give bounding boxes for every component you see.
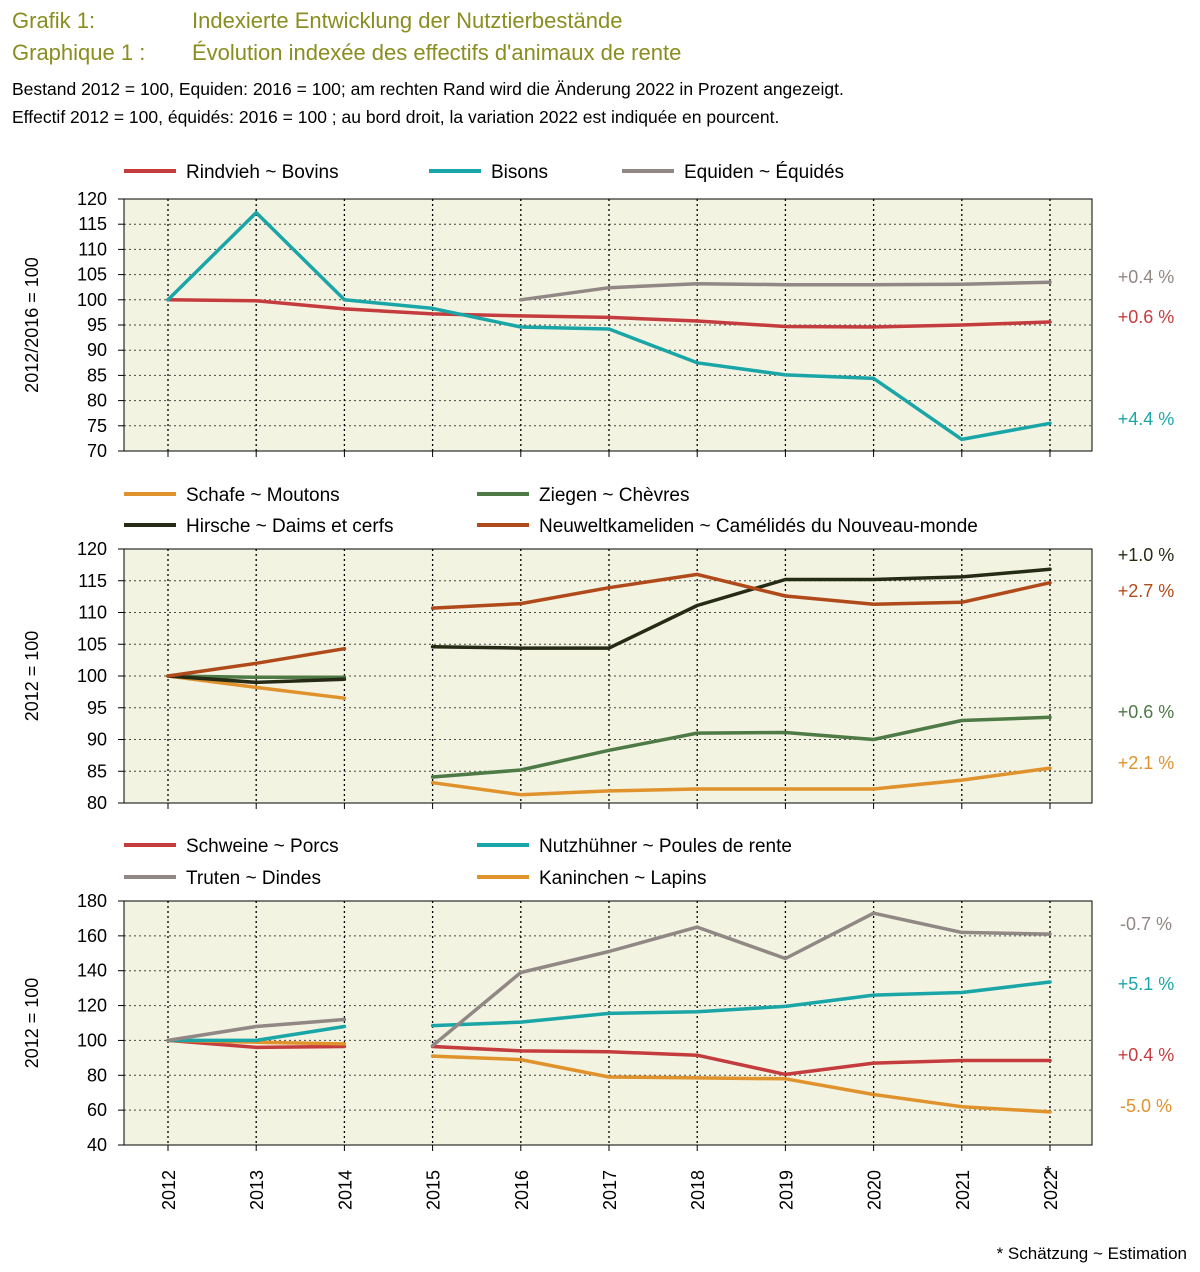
y-tick-label: 120 (77, 189, 107, 209)
x-tick-label: 2012 (159, 1170, 179, 1210)
series-line (166, 1017, 347, 1043)
legend-item: Nutzhühner ~ Poules de rente (539, 836, 792, 857)
end-change-label: +2.1 % (1118, 753, 1175, 773)
subtitle-de: Bestand 2012 = 100, Equiden: 2016 = 100;… (12, 79, 844, 99)
y-tick-label: 120 (77, 539, 107, 559)
y-tick-label: 95 (87, 698, 107, 718)
y-tick-label: 90 (87, 340, 107, 360)
y-tick-label: 90 (87, 730, 107, 750)
series-line (430, 1054, 1052, 1114)
y-tick-label: 180 (77, 891, 107, 911)
series-line (166, 298, 1052, 329)
y-tick-label: 140 (77, 961, 107, 981)
x-tick-label: 2018 (688, 1170, 708, 1210)
series-line (166, 646, 347, 678)
y-tick-label: 110 (78, 239, 107, 259)
series-line (166, 1024, 347, 1043)
end-change-label: -0.7 % (1120, 914, 1172, 934)
series-line (430, 567, 1052, 650)
end-change-label: +1.0 % (1118, 545, 1175, 565)
legend-item: Rindvieh ~ Bovins (186, 162, 339, 183)
title-fr: Graphique 1 : Évolution indexée des effec… (12, 40, 681, 66)
title-de: Grafik 1: Indexierte Entwicklung der Nutz… (12, 8, 622, 34)
x-tick-label: 2020 (865, 1170, 885, 1210)
series-line (430, 911, 1052, 1048)
y-tick-label: 85 (87, 761, 107, 781)
legend-item: Truten ~ Dindes (186, 868, 321, 889)
end-change-label: +0.4 % (1118, 267, 1175, 287)
series-line (430, 1044, 1052, 1077)
subtitle-fr: Effectif 2012 = 100, équidés: 2016 = 100… (12, 107, 780, 127)
series-line (430, 980, 1052, 1028)
y-tick-label: 120 (77, 996, 107, 1016)
y-tick-label: 85 (87, 365, 107, 385)
end-change-label: +5.1 % (1118, 974, 1175, 994)
y-tick-label: 80 (87, 1065, 107, 1085)
y-tick-label: 70 (87, 441, 107, 461)
legend-item: Equiden ~ Équidés (684, 162, 844, 183)
legend-item: Schafe ~ Moutons (186, 485, 340, 506)
y-tick-label: 110 (78, 603, 107, 623)
y-tick-label: 100 (77, 1030, 107, 1050)
legend-item: Hirsche ~ Daims et cerfs (186, 516, 393, 537)
series-line (430, 766, 1052, 797)
title-de-label: Grafik 1: (12, 8, 96, 33)
y-tick-label: 75 (87, 416, 107, 436)
x-tick-label: 2016 (512, 1170, 532, 1210)
footnote: * Schätzung ~ Estimation (997, 1244, 1187, 1263)
series-line (519, 280, 1052, 302)
series-line (166, 674, 347, 685)
x-tick-label: 2021 (953, 1170, 973, 1210)
y-tick-label: 105 (77, 634, 107, 654)
x-tick-label: 2015 (424, 1170, 444, 1210)
y-tick-label: 40 (87, 1135, 107, 1155)
legend-item: Ziegen ~ Chèvres (539, 485, 690, 506)
x-tick-label: 2014 (335, 1170, 355, 1210)
series-line (430, 715, 1052, 779)
y-tick-label: 95 (87, 315, 107, 335)
y-tick-label: 115 (78, 214, 107, 234)
y-tick-label: 80 (87, 391, 107, 411)
x-tick-label: 2017 (600, 1170, 620, 1210)
y-tick-label: 115 (78, 571, 107, 591)
plot-area-3 (123, 900, 1093, 1146)
legend-item: Neuweltkameliden ~ Camélidés du Nouveau-… (539, 516, 978, 537)
y-tick-label: 100 (77, 666, 107, 686)
x-tick-label: 2019 (776, 1170, 796, 1210)
y-tick-label: 60 (87, 1100, 107, 1120)
y-axis-label-3: 2012 = 100 (22, 978, 42, 1069)
y-tick-label: 80 (87, 793, 107, 813)
end-change-label: -5.0 % (1120, 1096, 1172, 1116)
legend-item: Kaninchen ~ Lapins (539, 868, 706, 889)
title-fr-label: Graphique 1 : (12, 40, 146, 65)
title-fr-text: Évolution indexée des effectifs d'animau… (192, 40, 682, 65)
end-change-label: +4.4 % (1118, 409, 1175, 429)
series-line (430, 572, 1052, 610)
estimate-marker: * (1044, 1163, 1051, 1183)
end-change-label: +0.4 % (1118, 1045, 1175, 1065)
end-change-label: +0.6 % (1118, 702, 1175, 722)
y-tick-label: 105 (77, 265, 107, 285)
legend-item: Schweine ~ Porcs (186, 836, 339, 857)
legend-item: Bisons (491, 162, 548, 183)
x-tick-label: 2022 (1041, 1170, 1061, 1210)
y-axis-label-2: 2012 = 100 (22, 631, 42, 722)
y-tick-label: 100 (77, 290, 107, 310)
y-tick-label: 160 (77, 926, 107, 946)
x-tick-label: 2013 (247, 1170, 267, 1210)
y-axis-label-1: 2012/2016 = 100 (22, 257, 42, 393)
end-change-label: +0.6 % (1118, 307, 1175, 327)
title-de-text: Indexierte Entwicklung der Nutztierbestä… (192, 8, 623, 33)
series-line (166, 210, 1052, 442)
end-change-label: +2.7 % (1118, 581, 1175, 601)
